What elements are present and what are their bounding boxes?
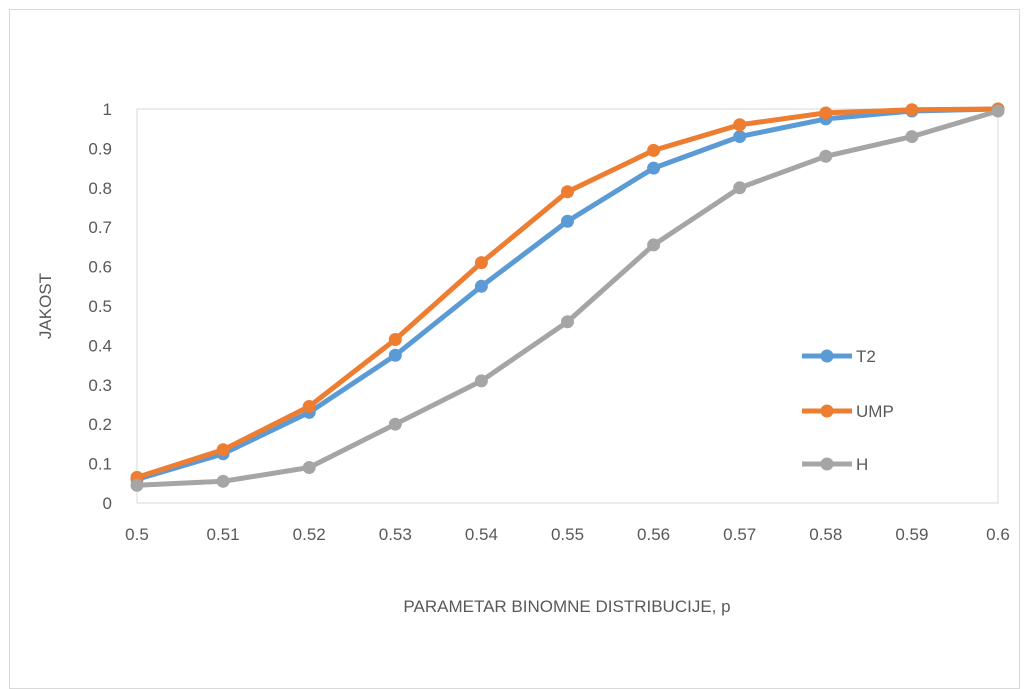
plot-area — [136, 108, 999, 504]
y-tick-label: 0.5 — [88, 297, 112, 316]
legend-label: T2 — [856, 347, 876, 366]
x-tick-label: 0.56 — [637, 525, 670, 544]
data-point-t2 — [561, 214, 574, 228]
data-point-t2 — [388, 348, 402, 362]
legend-marker — [820, 457, 834, 471]
data-point-h — [388, 417, 402, 431]
y-tick-label: 0.8 — [88, 179, 112, 198]
series-ump — [130, 102, 1005, 484]
data-point-h — [733, 181, 747, 195]
x-tick-label: 0.58 — [809, 525, 842, 544]
y-tick-label: 0.6 — [88, 258, 112, 277]
x-tick-label: 0.52 — [293, 525, 326, 544]
x-tick-label: 0.55 — [551, 525, 584, 544]
legend: T2 UMP H — [802, 347, 894, 474]
data-point-h — [991, 104, 1005, 118]
data-point-h — [905, 130, 919, 144]
legend-label: UMP — [856, 402, 894, 421]
data-point-t2 — [733, 130, 747, 144]
data-point-ump — [905, 103, 919, 117]
data-point-ump — [302, 399, 316, 413]
data-point-h — [130, 478, 144, 492]
series-line-t2 — [134, 106, 1001, 482]
series-h — [130, 104, 1005, 492]
data-point-ump — [819, 106, 833, 120]
y-tick-label: 0.1 — [88, 455, 112, 474]
data-point-h — [819, 149, 833, 163]
series-layer — [130, 102, 1005, 492]
x-axis-tick-labels: 0.5 0.51 0.52 0.53 0.54 0.55 0.56 0.57 0.58 0.59 0… — [125, 525, 1010, 544]
data-point-h — [474, 374, 488, 388]
data-point-h — [647, 238, 661, 252]
y-tick-label: 0.2 — [88, 415, 112, 434]
y-tick-label: 0.3 — [88, 376, 112, 395]
series-line-ump — [134, 106, 1001, 480]
data-point-t2 — [647, 161, 661, 175]
legend-label: H — [856, 455, 868, 474]
legend-item-ump: UMP — [802, 402, 894, 421]
y-tick-label: 1 — [103, 100, 112, 119]
y-tick-label: 0.9 — [88, 139, 112, 158]
data-point-ump — [474, 256, 488, 270]
y-tick-label: 0.7 — [88, 218, 112, 237]
legend-item-h: H — [802, 455, 868, 474]
y-axis-title: JAKOST — [36, 273, 55, 339]
legend-marker — [820, 349, 834, 363]
data-point-t2 — [474, 279, 488, 293]
y-axis-tick-labels: 0 0.1 0.2 0.3 0.4 0.5 0.6 0.7 0.8 0.9 1 — [88, 100, 112, 513]
x-axis-title: PARAMETAR BINOMNE DISTRIBUCIJE, p — [403, 597, 730, 616]
y-tick-label: 0 — [103, 494, 112, 513]
legend-item-t2: T2 — [802, 347, 876, 366]
x-tick-label: 0.53 — [379, 525, 412, 544]
data-point-h — [561, 315, 574, 329]
x-tick-label: 0.59 — [895, 525, 928, 544]
x-tick-label: 0.57 — [723, 525, 756, 544]
x-tick-label: 0.54 — [465, 525, 498, 544]
data-point-ump — [561, 185, 574, 199]
data-point-ump — [733, 118, 747, 132]
x-tick-label: 0.51 — [207, 525, 240, 544]
data-point-ump — [388, 332, 402, 346]
data-point-ump — [647, 143, 661, 157]
y-tick-label: 0.4 — [88, 336, 112, 355]
data-point-h — [216, 474, 230, 488]
x-tick-label: 0.5 — [125, 525, 149, 544]
data-point-ump — [216, 443, 230, 457]
chart-frame — [9, 9, 1020, 689]
x-tick-label: 0.6 — [986, 525, 1010, 544]
data-point-h — [302, 461, 316, 475]
legend-marker — [820, 404, 834, 418]
